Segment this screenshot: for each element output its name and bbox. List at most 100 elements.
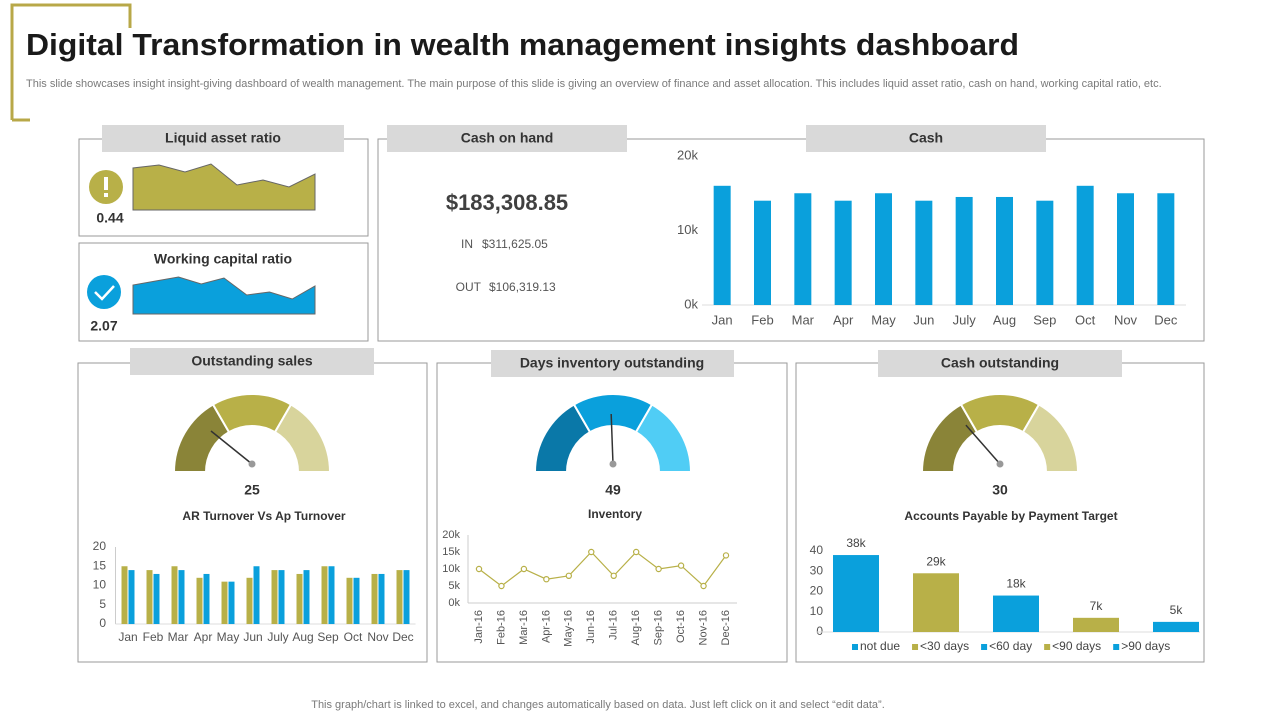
- x-tick-label: Aug: [993, 312, 1016, 327]
- data-point: [632, 548, 640, 556]
- y-tick-label: 0k: [448, 597, 460, 609]
- bar: [196, 577, 203, 624]
- x-tick-label: Dec: [392, 630, 413, 644]
- alert-icon: [104, 177, 108, 190]
- bar: [303, 570, 310, 624]
- bar: [321, 566, 328, 624]
- panel-title: Liquid asset ratio: [165, 130, 281, 146]
- x-tick-label: Jan: [118, 630, 137, 644]
- y-tick-label: 10: [810, 604, 824, 618]
- bar: [128, 570, 135, 624]
- header-bracket: [10, 3, 132, 120]
- bar: [996, 196, 1013, 305]
- legend-label: not due: [860, 639, 900, 653]
- bar: [253, 566, 260, 624]
- kpi-value: 0.44: [96, 210, 123, 226]
- y-tick-label: 20: [93, 539, 107, 553]
- x-tick-label: Jul-16: [608, 610, 620, 640]
- data-point: [520, 565, 528, 573]
- bar: [153, 573, 160, 624]
- x-tick-label: July: [267, 630, 288, 644]
- bar: [246, 577, 253, 624]
- kpi-value: $106,319.13: [489, 280, 556, 294]
- data-point: [700, 582, 707, 590]
- x-tick-label: Nov: [1114, 312, 1138, 327]
- panel: [377, 138, 1205, 342]
- data-label: 29k: [926, 554, 946, 568]
- data-point: [543, 576, 550, 583]
- gauge-needle: [965, 424, 1001, 465]
- bar: [378, 573, 385, 624]
- x-tick-label: Jun: [913, 312, 934, 327]
- x-tick-label: Oct: [344, 630, 363, 644]
- x-tick-label: May: [217, 630, 240, 644]
- x-tick-label: Jan: [712, 312, 733, 327]
- gauge-value: 30: [992, 482, 1008, 498]
- legend-swatch: [981, 644, 988, 650]
- panel-tab: [387, 125, 627, 152]
- y-tick-label: 15k: [442, 546, 460, 558]
- x-tick-label: Apr: [194, 630, 213, 644]
- y-tick-label: 20k: [677, 147, 698, 162]
- y-tick-label: 15: [93, 558, 107, 572]
- y-tick-label: 10: [93, 578, 107, 592]
- bar: [178, 570, 185, 624]
- data-label: 5k: [1170, 603, 1184, 617]
- x-tick-label: Feb: [143, 630, 164, 644]
- alert-icon: [104, 193, 108, 197]
- legend-label: <60 day: [989, 639, 1032, 653]
- y-tick-label: 40: [810, 543, 824, 557]
- bar: [833, 555, 879, 632]
- bar: [915, 200, 933, 305]
- kpi-value: 2.07: [90, 318, 117, 334]
- panel-tab: [491, 350, 734, 377]
- x-tick-label: Jun: [243, 630, 262, 644]
- gauge-band: [273, 403, 332, 473]
- gauge-band: [634, 403, 693, 473]
- gauge-value: 49: [605, 482, 621, 498]
- panel-title: Days inventory outstanding: [520, 355, 704, 371]
- data-label: 18k: [1006, 577, 1026, 591]
- check-icon: [87, 275, 121, 309]
- panel: [78, 242, 369, 342]
- y-tick-label: 30: [810, 563, 824, 577]
- data-point: [655, 565, 662, 573]
- bar: [993, 595, 1039, 632]
- bar: [955, 196, 973, 305]
- x-tick-label: Sep: [1033, 312, 1056, 327]
- data-point: [677, 562, 685, 569]
- bar: [1073, 617, 1119, 632]
- sparkline-area: [132, 276, 316, 315]
- sparkline-area: [132, 163, 316, 211]
- bar: [713, 185, 731, 305]
- y-tick-label: 5: [99, 597, 106, 611]
- page-title: Digital Transformation in wealth managem…: [26, 27, 1019, 62]
- x-tick-label: Feb: [751, 312, 773, 327]
- kpi-value: $311,625.05: [482, 237, 548, 251]
- bar: [1076, 185, 1094, 305]
- x-tick-label: Oct-16: [675, 610, 687, 643]
- data-point: [475, 565, 483, 573]
- bar: [1117, 193, 1134, 305]
- data-point: [610, 572, 617, 580]
- x-tick-label: Mar: [168, 630, 189, 644]
- gauge-needle: [210, 430, 253, 465]
- gauge-hub: [609, 460, 617, 468]
- y-tick-label: 0k: [684, 296, 698, 311]
- chart-title: AR Turnover Vs Ap Turnover: [182, 509, 345, 523]
- y-tick-label: 20: [810, 584, 824, 598]
- x-tick-label: May-16: [563, 610, 575, 647]
- x-tick-label: Mar: [792, 312, 815, 327]
- panel-title: Outstanding sales: [191, 353, 313, 369]
- x-tick-label: Jun-16: [585, 610, 597, 644]
- bar: [146, 570, 153, 624]
- bar: [353, 577, 360, 624]
- bar: [754, 200, 771, 305]
- bar: [403, 570, 410, 624]
- data-point: [722, 552, 730, 559]
- page-subtitle: This slide showcases insight insight-giv…: [26, 78, 1162, 90]
- bar: [228, 581, 235, 624]
- chart-title: Accounts Payable by Payment Target: [904, 509, 1117, 523]
- gauge-band: [1021, 403, 1080, 473]
